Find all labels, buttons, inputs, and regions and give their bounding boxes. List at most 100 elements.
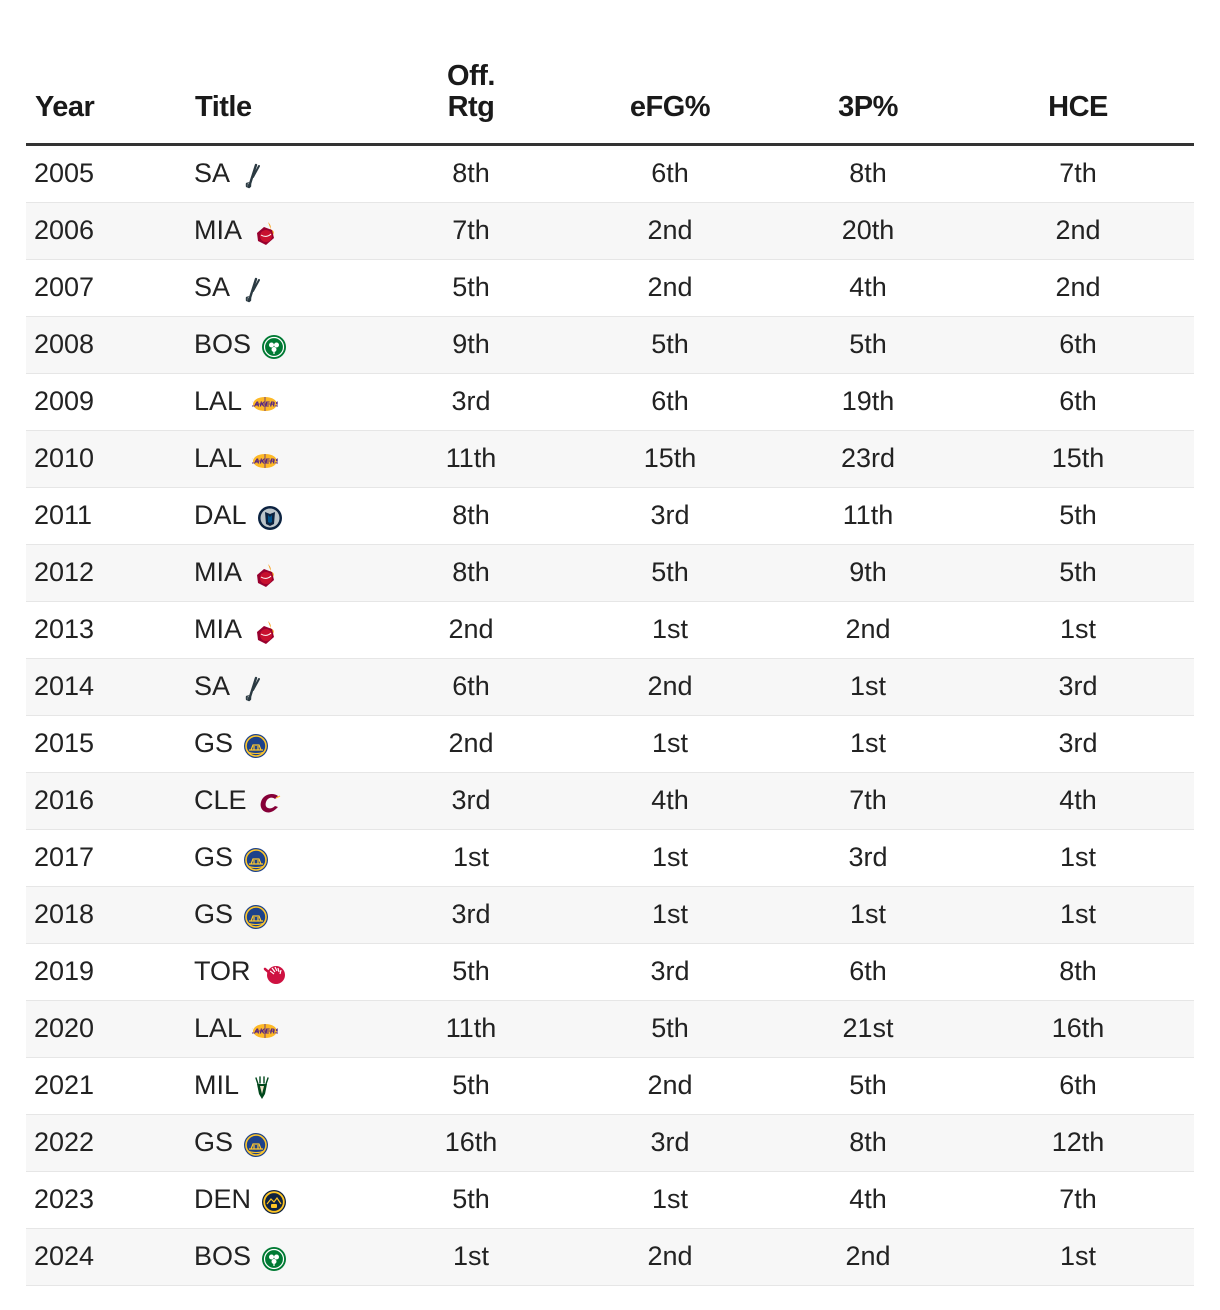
year-cell: 2009: [26, 373, 186, 431]
table-body: 2005 SA 8th 6th 8th 7th 2006 MIA 7th 2nd…: [26, 144, 1194, 1286]
three-p-cell: 1st: [774, 886, 962, 944]
table-row: 2024 BOS 1st 2nd 2nd 1st: [26, 1228, 1194, 1286]
three-p-value: 8th: [849, 1127, 887, 1157]
hce-value: 5th: [1059, 557, 1097, 587]
champions-offense-table: Year Title Off. Rtg eFG% 3P% HCE 2005 SA…: [26, 56, 1194, 1286]
team-abbr: MIA: [194, 557, 243, 587]
efg-cell: 2nd: [566, 202, 774, 260]
three-p-value: 1st: [849, 671, 887, 701]
year-cell: 2005: [26, 144, 186, 203]
year-value: 2020: [34, 1013, 95, 1043]
team-abbr: TOR: [194, 956, 251, 986]
off-rtg-cell: 11th: [376, 430, 566, 488]
hce-cell: 3rd: [962, 658, 1194, 716]
title-cell: SA: [186, 144, 376, 203]
hce-cell: 7th: [962, 1171, 1194, 1229]
hce-value: 1st: [1059, 842, 1097, 872]
year-value: 2010: [34, 443, 95, 473]
warriors-logo-icon: [243, 733, 269, 759]
off-rtg-cell: 2nd: [376, 601, 566, 659]
hce-value: 7th: [1059, 1184, 1097, 1214]
cavaliers-logo-icon: [257, 790, 283, 816]
year-value: 2011: [34, 500, 93, 530]
three-p-value: 5th: [849, 1070, 887, 1100]
efg-cell: 4th: [566, 772, 774, 830]
efg-cell: 1st: [566, 601, 774, 659]
hce-value: 3rd: [1058, 728, 1098, 758]
table-row: 2011 DAL 8th 3rd 11th 5th: [26, 487, 1194, 545]
heat-logo-icon: [252, 562, 278, 588]
hce-cell: 1st: [962, 601, 1194, 659]
title-cell: CLE: [186, 772, 376, 830]
table-row: 2013 MIA 2nd 1st 2nd 1st: [26, 601, 1194, 659]
efg-cell: 3rd: [566, 1114, 774, 1172]
efg-value: 2nd: [647, 215, 693, 245]
header-title: Title: [186, 56, 376, 146]
hce-cell: 12th: [962, 1114, 1194, 1172]
efg-cell: 2nd: [566, 658, 774, 716]
lakers-logo-icon: LAKERS: [252, 448, 278, 474]
three-p-cell: 7th: [774, 772, 962, 830]
table-row: 2005 SA 8th 6th 8th 7th: [26, 144, 1194, 203]
year-value: 2017: [34, 842, 95, 872]
three-p-cell: 2nd: [774, 601, 962, 659]
year-value: 2022: [34, 1127, 95, 1157]
hce-cell: 16th: [962, 1000, 1194, 1058]
off-rtg-value: 11th: [445, 443, 497, 473]
team-abbr: MIL: [194, 1070, 240, 1100]
efg-cell: 15th: [566, 430, 774, 488]
efg-value: 1st: [651, 842, 689, 872]
nuggets-logo-icon: [261, 1189, 287, 1215]
off-rtg-value: 8th: [452, 158, 490, 188]
efg-value: 5th: [651, 1013, 689, 1043]
title-cell: DAL: [186, 487, 376, 545]
year-cell: 2017: [26, 829, 186, 887]
heat-logo-icon: [252, 220, 278, 246]
team-abbr: LAL: [194, 386, 243, 416]
efg-value: 3rd: [650, 500, 690, 530]
efg-cell: 5th: [566, 544, 774, 602]
team-cell: MIA: [186, 614, 278, 644]
hce-cell: 6th: [962, 316, 1194, 374]
efg-cell: 6th: [566, 373, 774, 431]
table-row: 2016 CLE 3rd 4th 7th 4th: [26, 772, 1194, 830]
title-cell: LAL LAKERS: [186, 430, 376, 488]
efg-value: 5th: [651, 329, 689, 359]
table-row: 2009 LAL LAKERS 3rd 6th 19th 6th: [26, 373, 1194, 431]
hce-cell: 5th: [962, 487, 1194, 545]
title-cell: MIA: [186, 202, 376, 260]
off-rtg-cell: 5th: [376, 1171, 566, 1229]
hce-cell: 4th: [962, 772, 1194, 830]
three-p-cell: 19th: [774, 373, 962, 431]
title-cell: GS: [186, 829, 376, 887]
year-value: 2005: [34, 158, 95, 188]
efg-cell: 1st: [566, 715, 774, 773]
year-cell: 2020: [26, 1000, 186, 1058]
title-cell: MIA: [186, 544, 376, 602]
off-rtg-cell: 16th: [376, 1114, 566, 1172]
three-p-value: 21st: [842, 1013, 894, 1043]
three-p-value: 20th: [841, 215, 895, 245]
year-value: 2008: [34, 329, 95, 359]
lakers-logo-icon: LAKERS: [252, 391, 278, 417]
efg-cell: 1st: [566, 886, 774, 944]
efg-cell: 2nd: [566, 1057, 774, 1115]
efg-value: 5th: [651, 557, 689, 587]
team-cell: LAL LAKERS: [186, 1013, 278, 1043]
celtics-logo-icon: [261, 1246, 287, 1272]
off-rtg-value: 2nd: [448, 614, 494, 644]
efg-cell: 1st: [566, 829, 774, 887]
off-rtg-value: 6th: [452, 671, 490, 701]
team-cell: MIA: [186, 215, 278, 245]
hce-value: 6th: [1059, 1070, 1097, 1100]
efg-cell: 5th: [566, 316, 774, 374]
hce-value: 4th: [1059, 785, 1097, 815]
three-p-cell: 2nd: [774, 1228, 962, 1286]
hce-cell: 1st: [962, 829, 1194, 887]
year-value: 2012: [34, 557, 95, 587]
efg-cell: 5th: [566, 1000, 774, 1058]
off-rtg-value: 3rd: [451, 386, 491, 416]
three-p-cell: 6th: [774, 943, 962, 1001]
table-row: 2022 GS 16th 3rd 8th 12th: [26, 1114, 1194, 1172]
off-rtg-cell: 1st: [376, 829, 566, 887]
